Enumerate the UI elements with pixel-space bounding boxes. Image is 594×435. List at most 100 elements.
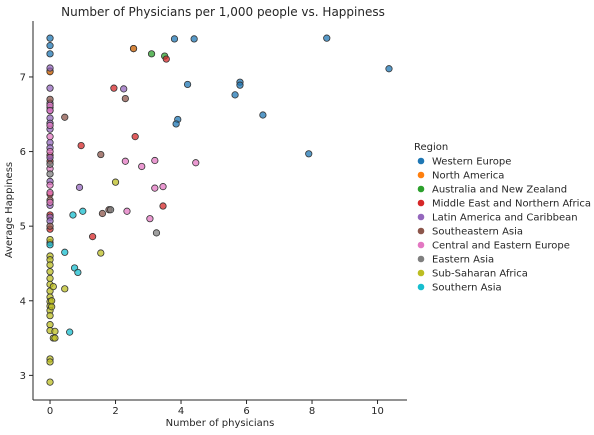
legend-marker — [417, 269, 425, 277]
data-point — [79, 207, 87, 215]
data-point — [110, 84, 118, 92]
data-point — [46, 358, 54, 366]
data-point — [305, 150, 313, 158]
data-point — [231, 91, 239, 99]
y-tick-label: 5 — [20, 222, 26, 233]
series-group — [46, 94, 129, 247]
legend-label: Eastern Asia — [432, 255, 494, 266]
series-group — [46, 207, 87, 336]
data-point — [123, 207, 131, 215]
series-group — [46, 45, 138, 76]
data-point — [151, 156, 159, 165]
data-point — [69, 211, 77, 219]
data-point — [46, 222, 54, 230]
data-point — [77, 141, 85, 150]
legend-title: Region — [414, 142, 448, 153]
data-point — [89, 233, 97, 241]
legend-marker — [417, 255, 425, 263]
series-group — [46, 101, 200, 223]
data-point — [46, 312, 54, 320]
legend-marker — [417, 213, 425, 221]
plot-area — [46, 34, 393, 386]
data-point — [170, 35, 179, 43]
data-point — [46, 147, 54, 156]
data-point — [75, 183, 84, 191]
series-group — [46, 160, 161, 237]
data-point — [48, 297, 56, 305]
data-point — [46, 274, 54, 282]
data-point — [190, 35, 198, 43]
legend-marker — [417, 227, 425, 235]
legend-marker — [417, 283, 425, 291]
data-point — [120, 85, 128, 93]
data-point — [146, 215, 154, 223]
legend-marker — [417, 199, 425, 207]
y-axis-ticks: 3 4 5 6 7 — [20, 72, 33, 382]
x-tick-label: 2 — [112, 406, 118, 417]
legend-label: Western Europe — [432, 157, 511, 168]
data-point — [147, 50, 156, 58]
x-tick-label: 0 — [47, 406, 53, 417]
x-tick-label: 8 — [309, 406, 315, 417]
data-point — [192, 159, 200, 167]
x-tick-label: 4 — [178, 406, 184, 417]
data-point — [138, 162, 146, 171]
data-point — [46, 160, 54, 168]
data-point — [121, 157, 129, 165]
data-point — [46, 261, 54, 269]
data-point — [152, 229, 161, 237]
legend-label: Central and Eastern Europe — [432, 241, 570, 252]
legend: Region Western Europe North America Austra… — [414, 142, 591, 294]
data-point — [46, 188, 54, 197]
legend-label: Australia and New Zealand — [432, 185, 567, 196]
data-point — [46, 95, 54, 103]
y-tick-label: 4 — [20, 296, 26, 307]
x-axis-ticks: 0 2 4 6 8 10 — [47, 400, 384, 417]
data-point — [97, 150, 105, 159]
data-point — [46, 153, 54, 162]
data-point — [98, 209, 107, 218]
data-point — [74, 268, 82, 277]
data-point — [46, 34, 54, 42]
data-point — [46, 133, 54, 141]
data-point — [323, 34, 331, 42]
data-point — [48, 303, 56, 311]
legend-label: Middle East and Northern Africa — [432, 199, 591, 210]
data-point — [61, 248, 69, 256]
y-axis-label: Average Happiness — [4, 162, 15, 258]
y-tick-label: 3 — [20, 371, 26, 382]
data-point — [51, 327, 59, 335]
series-group — [46, 34, 393, 158]
data-point — [46, 268, 54, 276]
data-point — [107, 206, 115, 214]
data-point — [51, 334, 59, 342]
data-point — [46, 181, 54, 189]
data-point — [159, 202, 167, 210]
data-point — [46, 378, 54, 386]
legend-label: Sub-Saharan Africa — [432, 269, 528, 280]
data-point — [46, 241, 54, 249]
data-point — [172, 120, 180, 128]
data-point — [236, 81, 244, 89]
data-point — [259, 111, 267, 119]
data-point — [49, 282, 57, 291]
data-point — [61, 285, 69, 293]
data-point — [162, 55, 170, 63]
data-point — [385, 65, 393, 73]
legend-label: Latin America and Caribbean — [432, 213, 578, 224]
y-tick-label: 7 — [20, 72, 26, 83]
legend-label: Southeastern Asia — [432, 227, 523, 238]
legend-marker — [417, 171, 425, 179]
legend-label: Southern Asia — [432, 283, 502, 294]
data-point — [151, 184, 159, 192]
data-point — [111, 178, 120, 186]
chart-title: Number of Physicians per 1,000 people vs… — [61, 5, 385, 19]
data-point — [131, 133, 139, 141]
x-tick-label: 6 — [243, 406, 249, 417]
data-point — [46, 84, 54, 92]
x-tick-label: 10 — [371, 406, 384, 417]
data-point — [46, 64, 54, 72]
data-point — [61, 113, 69, 121]
data-point — [46, 106, 54, 115]
data-point — [46, 50, 54, 58]
